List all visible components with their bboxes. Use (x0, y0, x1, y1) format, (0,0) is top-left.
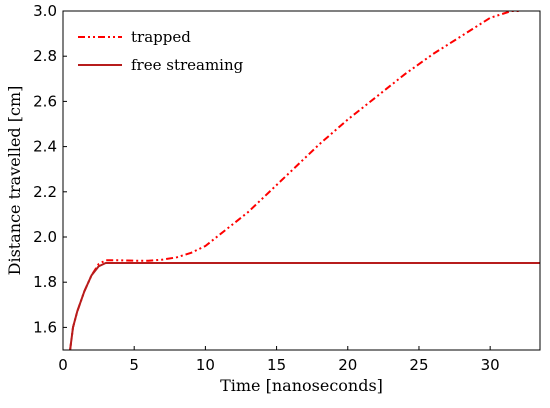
legend: trapped free streaming (78, 28, 244, 74)
x-tick-label: 30 (481, 356, 500, 374)
x-tick-label: 5 (129, 356, 139, 374)
series-line-1 (69, 262, 540, 350)
legend-label-0: trapped (131, 28, 191, 46)
y-axis-title: Distance travelled [cm] (5, 86, 24, 276)
y-tick-label: 2.4 (33, 138, 57, 156)
y-tick-label: 2.6 (33, 92, 57, 110)
x-axis: 0 5 10 15 20 25 30 (58, 346, 500, 374)
y-tick-label: 2.2 (33, 183, 57, 201)
x-axis-title: Time [nanoseconds] (220, 376, 383, 395)
y-tick-label: 1.8 (33, 273, 57, 291)
y-axis: 1.6 1.8 2.0 2.2 2.4 2.6 2.8 3.0 (33, 2, 67, 336)
x-tick-label: 20 (338, 356, 357, 374)
x-tick-label: 0 (58, 356, 68, 374)
x-tick-label: 10 (196, 356, 215, 374)
x-tick-label: 25 (409, 356, 428, 374)
y-tick-label: 2.8 (33, 47, 57, 65)
legend-label-1: free streaming (131, 56, 244, 74)
y-tick-label: 3.0 (33, 2, 57, 20)
x-tick-label: 15 (267, 356, 286, 374)
plot-frame (62, 10, 541, 351)
y-tick-label: 1.6 (33, 318, 57, 336)
plot-lines (69, 11, 540, 350)
y-tick-label: 2.0 (33, 228, 57, 246)
